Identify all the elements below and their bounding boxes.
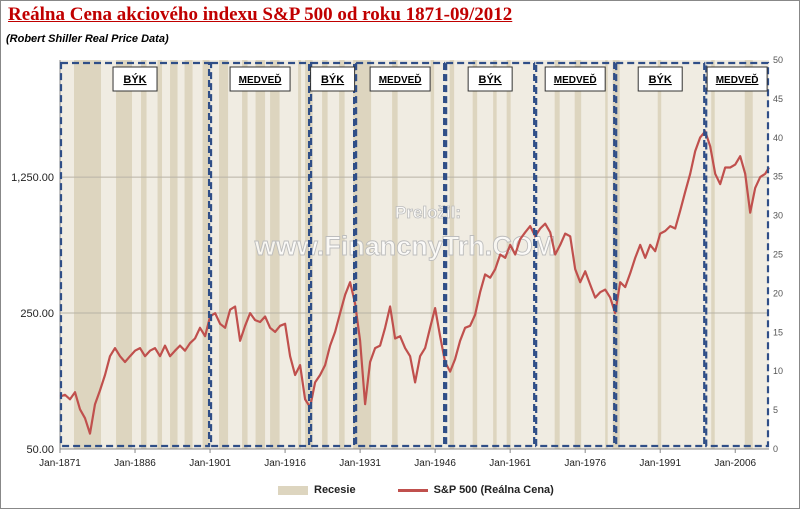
recession-band <box>449 60 455 449</box>
recession-band <box>657 60 662 449</box>
phase-label: BÝK <box>123 73 146 86</box>
recession-band <box>242 60 248 449</box>
phase-label-box <box>310 66 356 92</box>
recession-band <box>605 60 608 449</box>
phase-label-box <box>637 66 683 92</box>
plot-area <box>60 60 769 449</box>
y2-tick-label: 0 <box>773 444 778 454</box>
phase-box <box>705 61 770 448</box>
recession-band <box>157 60 163 449</box>
y2-tick-label: 45 <box>773 94 783 104</box>
y2-tick-label: 5 <box>773 405 778 415</box>
y2-tick-label: 20 <box>773 288 783 298</box>
phase-label: MEDVEĎ <box>379 73 422 86</box>
recession-band <box>255 60 266 449</box>
phase-label-box <box>369 66 431 92</box>
legend-series-label: S&P 500 (Reálna Cena) <box>433 484 554 496</box>
y2-tick-label: 35 <box>773 172 783 182</box>
phase-label: BÝK <box>479 73 502 86</box>
phase-box <box>445 61 536 448</box>
y-tick-label: 50.00 <box>26 444 54 456</box>
x-tick-label: Jan-1916 <box>264 458 306 469</box>
phase-box <box>59 61 211 448</box>
series-sp500-line <box>59 130 770 435</box>
recession-band <box>322 60 328 449</box>
recession-band <box>744 60 753 449</box>
phase-label: MEDVEĎ <box>239 73 282 86</box>
phase-label-box <box>706 66 768 92</box>
recession-band <box>184 60 193 449</box>
y2-tick-label: 25 <box>773 250 783 260</box>
phase-label: MEDVEĎ <box>554 73 597 86</box>
x-tick-label: Jan-1961 <box>489 458 531 469</box>
phase-box <box>355 61 446 448</box>
phase-box <box>209 61 311 448</box>
x-tick-label: Jan-1946 <box>414 458 456 469</box>
recession-band <box>554 60 560 449</box>
legend-series-swatch <box>397 488 428 492</box>
y2-tick-label: 15 <box>773 327 783 337</box>
recession-band <box>219 60 229 449</box>
y2-tick-label: 30 <box>773 211 783 221</box>
y2-tick-label: 40 <box>773 133 783 143</box>
phase-box <box>615 61 706 448</box>
recession-band <box>74 60 102 449</box>
recession-band <box>298 60 302 449</box>
phase-label: BÝK <box>321 73 344 86</box>
phase-label: BÝK <box>649 73 672 86</box>
watermark-line1: Preložil: <box>395 203 461 222</box>
recession-band <box>202 60 210 449</box>
phase-label: MEDVEĎ <box>716 73 759 86</box>
y2-tick-label: 50 <box>773 55 783 65</box>
recession-band <box>430 60 435 449</box>
chart-legend: Recesie S&P 500 (Reálna Cena) <box>278 480 554 500</box>
x-tick-label: Jan-1886 <box>114 458 156 469</box>
y2-tick-label: 10 <box>773 366 783 376</box>
legend-recession-label: Recesie <box>314 484 356 496</box>
recession-band <box>141 60 147 449</box>
x-tick-label: Jan-1931 <box>339 458 381 469</box>
recession-band <box>506 60 511 449</box>
x-tick-label: Jan-1991 <box>639 458 681 469</box>
recession-band <box>270 60 280 449</box>
chart-title: Reálna Cena akciového indexu S&P 500 od … <box>8 4 513 25</box>
x-tick-label: Jan-1901 <box>189 458 231 469</box>
recession-band <box>711 60 715 449</box>
y-tick-label: 1,250.00 <box>11 172 54 184</box>
phase-box <box>309 61 356 448</box>
recession-band <box>392 60 398 449</box>
recession-band <box>339 60 345 449</box>
phase-label-box <box>544 66 606 92</box>
phase-label-box <box>112 66 158 92</box>
recession-band <box>493 60 497 449</box>
phase-box <box>535 61 616 448</box>
recession-band <box>353 60 372 449</box>
recession-band <box>116 60 133 449</box>
recession-band <box>574 60 582 449</box>
y-tick-label: 250.00 <box>20 308 54 320</box>
x-tick-label: Jan-1976 <box>564 458 606 469</box>
phase-label-box <box>229 66 291 92</box>
chart-subtitle: (Robert Shiller Real Price Data) <box>6 33 169 45</box>
x-tick-label: Jan-1871 <box>39 458 81 469</box>
x-tick-label: Jan-2006 <box>714 458 756 469</box>
legend-recession-swatch <box>278 485 308 495</box>
recession-band <box>472 60 478 449</box>
recession-band <box>170 60 178 449</box>
phase-label-box <box>467 66 513 92</box>
